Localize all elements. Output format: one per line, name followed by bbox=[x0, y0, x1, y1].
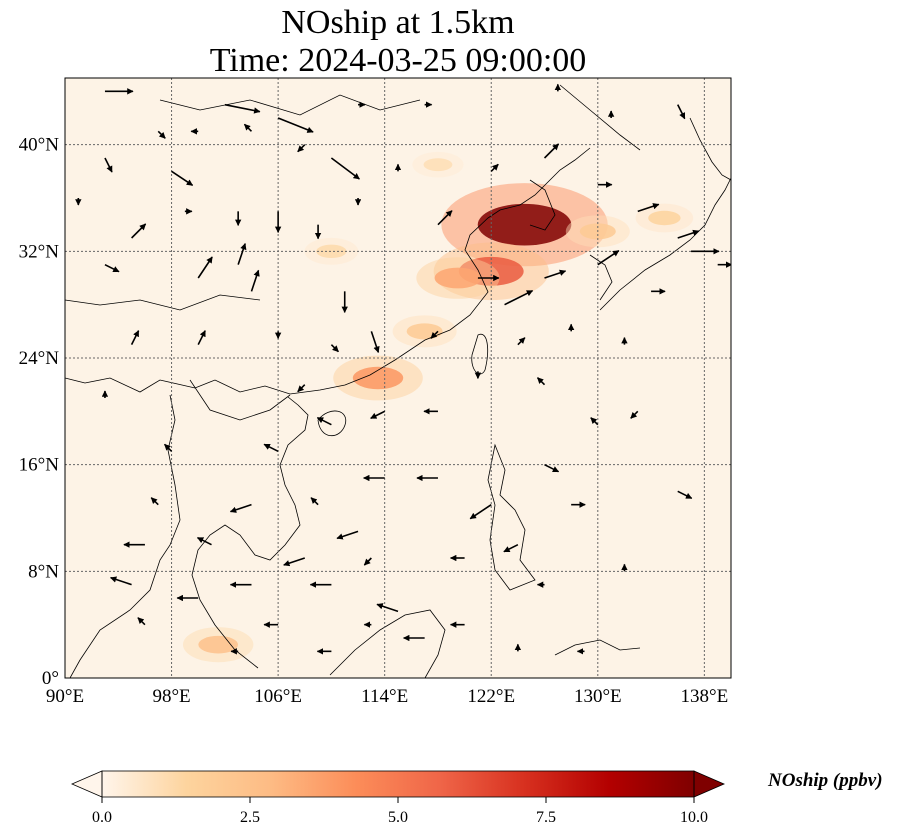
wind-arrow bbox=[677, 229, 700, 239]
lat-tick-label: 40°N bbox=[19, 135, 60, 156]
wind-arrow bbox=[677, 104, 686, 120]
wind-arrow bbox=[316, 416, 332, 426]
wind-arrow bbox=[310, 497, 319, 506]
wind-arrow bbox=[104, 263, 120, 273]
lat-tick-label: 8°N bbox=[28, 561, 59, 582]
lon-tick-label: 138°E bbox=[681, 686, 729, 707]
wind-arrow bbox=[297, 384, 306, 393]
lon-tick-label: 130°E bbox=[574, 686, 622, 707]
wind-arrow bbox=[196, 536, 212, 546]
wind-arrow bbox=[197, 330, 206, 346]
colorbar-gradient bbox=[102, 771, 694, 797]
lon-tick-label: 106°E bbox=[254, 686, 302, 707]
lat-tick-label: 32°N bbox=[19, 241, 60, 262]
wind-arrow bbox=[469, 504, 492, 520]
colorbar-extend-min bbox=[70, 770, 103, 798]
field-hotspot bbox=[423, 158, 453, 172]
lon-tick-label: 122°E bbox=[467, 686, 515, 707]
wind-arrow bbox=[150, 497, 159, 506]
wind-arrow bbox=[330, 157, 360, 180]
wind-arrow bbox=[336, 530, 359, 540]
map-frame bbox=[64, 77, 732, 679]
colorbar-tick-label: 7.5 bbox=[536, 809, 556, 826]
field-hotspot bbox=[434, 267, 482, 289]
colorbar-tick-label: 5.0 bbox=[388, 809, 408, 826]
wind-arrow bbox=[370, 331, 380, 353]
wind-arrow bbox=[536, 377, 546, 386]
wind-arrow bbox=[677, 490, 693, 500]
wind-arrow bbox=[277, 117, 314, 133]
field-hotspot bbox=[648, 210, 681, 226]
title-line-1: NOship at 1.5km bbox=[281, 4, 515, 41]
wind-vectors bbox=[75, 83, 731, 655]
colorbar: 0.0 2.5 5.0 7.5 10.0 bbox=[70, 770, 726, 826]
wind-arrow bbox=[517, 337, 526, 346]
wind-arrow bbox=[224, 103, 261, 114]
gridlines bbox=[65, 78, 731, 678]
wind-arrow bbox=[157, 130, 166, 139]
wind-arrow bbox=[544, 269, 567, 279]
wind-arrow bbox=[490, 163, 499, 172]
wind-arrow bbox=[437, 210, 453, 226]
field-hotspot bbox=[316, 244, 347, 259]
lat-tick-label: 0° bbox=[42, 668, 59, 689]
wind-arrow bbox=[243, 123, 253, 132]
wind-arrow bbox=[543, 143, 560, 159]
wind-arrow bbox=[630, 410, 639, 419]
wind-arrow bbox=[544, 463, 560, 473]
colorbar-extend-max bbox=[693, 770, 726, 798]
wind-arrow bbox=[163, 443, 173, 452]
wind-arrow bbox=[250, 269, 260, 292]
colorbar-ticks: 0.0 2.5 5.0 7.5 10.0 bbox=[92, 797, 708, 826]
wind-arrow bbox=[590, 417, 599, 426]
wind-arrow bbox=[130, 330, 140, 346]
wind-arrow bbox=[237, 243, 247, 265]
wind-arrow bbox=[504, 289, 534, 306]
field-hotspot bbox=[352, 366, 404, 390]
lon-tick-label: 90°E bbox=[46, 686, 84, 707]
lon-tick-label: 98°E bbox=[152, 686, 190, 707]
wind-arrow bbox=[430, 330, 439, 339]
wind-arrow bbox=[297, 144, 306, 153]
colorbar-tick-label: 0.0 bbox=[92, 809, 112, 826]
wind-arrow bbox=[283, 557, 306, 567]
colorbar-tick-label: 10.0 bbox=[680, 809, 708, 826]
wind-arrow bbox=[197, 256, 213, 279]
wind-arrow bbox=[131, 223, 147, 239]
wind-arrow bbox=[137, 617, 146, 626]
wind-arrow bbox=[330, 344, 339, 353]
title-line-2: Time: 2024-03-25 09:00:00 bbox=[209, 42, 587, 79]
wind-arrow bbox=[363, 557, 372, 566]
wind-arrow bbox=[376, 603, 399, 613]
wind-arrow bbox=[263, 443, 279, 453]
lat-tick-label: 24°N bbox=[19, 348, 60, 369]
field-hotspot bbox=[198, 635, 238, 654]
wind-arrow bbox=[503, 543, 519, 553]
lon-ticks: 90°E 98°E 106°E 114°E 122°E 130°E 138°E bbox=[46, 686, 728, 707]
colorbar-tick-label: 2.5 bbox=[240, 809, 260, 826]
wind-arrow bbox=[597, 250, 620, 266]
lat-tick-label: 16°N bbox=[19, 455, 60, 476]
lon-tick-label: 114°E bbox=[361, 686, 408, 707]
wind-arrow bbox=[171, 170, 194, 186]
lat-ticks: 0° 8°N 16°N 24°N 32°N 40°N bbox=[19, 135, 60, 689]
colorbar-label: NOship (ppbv) bbox=[768, 770, 883, 791]
wind-arrow bbox=[104, 157, 113, 173]
wind-arrow bbox=[637, 203, 660, 213]
wind-arrow bbox=[370, 410, 386, 420]
field-hotspot bbox=[477, 203, 572, 246]
wind-arrow bbox=[229, 503, 252, 513]
wind-arrow bbox=[109, 576, 132, 586]
